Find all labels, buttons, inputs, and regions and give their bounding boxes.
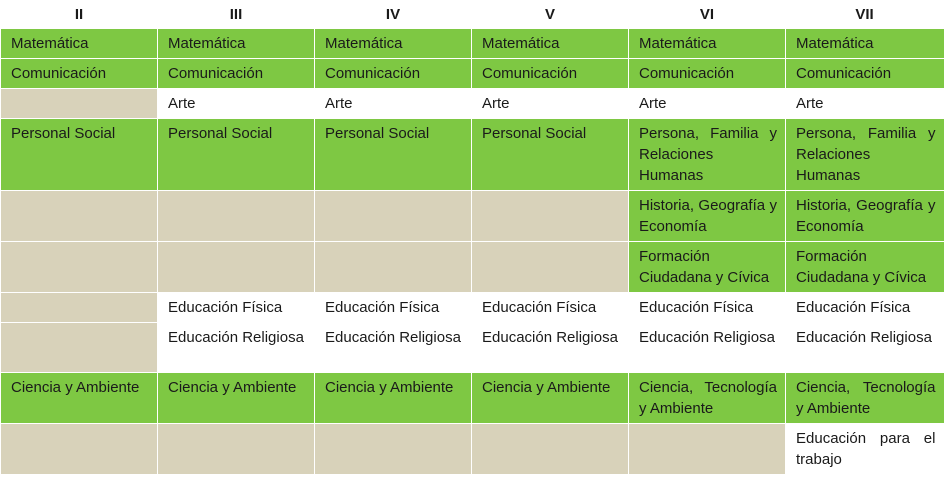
subject-row: Ciencia y Ambiente Ciencia y Ambiente Ci… bbox=[0, 372, 944, 424]
subject-cell bbox=[0, 241, 158, 293]
grade-header: VII bbox=[785, 0, 944, 29]
subject-row: Educación para el trabajo bbox=[0, 423, 944, 474]
subject-row: Comunicación Comunicación Comunicación C… bbox=[0, 58, 944, 89]
grade-header: II bbox=[0, 0, 158, 29]
subject-cell bbox=[471, 190, 629, 242]
subject-cell: Comunicación bbox=[314, 58, 472, 89]
subject-cell bbox=[0, 190, 158, 242]
grade-header-row: II III IV V VI VII bbox=[0, 0, 944, 29]
subject-cell: Educación Física bbox=[314, 292, 472, 323]
grade-header: IV bbox=[314, 0, 472, 29]
subject-cell bbox=[0, 88, 158, 119]
subject-cell: Educación Religiosa bbox=[157, 322, 315, 373]
subject-cell: Matemática bbox=[785, 28, 944, 59]
subject-cell: Ciencia, Tecnología y Ambiente bbox=[785, 372, 944, 424]
subject-cell: Educación Física bbox=[785, 292, 944, 323]
subject-cell bbox=[0, 423, 158, 474]
subject-cell: Comunicación bbox=[785, 58, 944, 89]
subject-cell: Educación Religiosa bbox=[628, 322, 786, 373]
subject-cell: Arte bbox=[471, 88, 629, 119]
subject-cell: Matemática bbox=[0, 28, 158, 59]
subject-cell: Educación Física bbox=[471, 292, 629, 323]
subject-cell: Persona, Familia y Relaciones Humanas bbox=[628, 118, 786, 191]
subject-cell bbox=[314, 241, 472, 293]
subject-cell: Comunicación bbox=[628, 58, 786, 89]
subject-cell: Arte bbox=[314, 88, 472, 119]
subject-cell: Educación Física bbox=[157, 292, 315, 323]
subject-cell: Matemática bbox=[157, 28, 315, 59]
subject-cell: Educación Religiosa bbox=[785, 322, 944, 373]
subject-row: Personal Social Personal Social Personal… bbox=[0, 118, 944, 191]
subject-cell: Formación Ciudadana y Cívica bbox=[628, 241, 786, 293]
subject-cell: Arte bbox=[785, 88, 944, 119]
subject-cell: Matemática bbox=[471, 28, 629, 59]
subject-cell: Historia, Geografía y Economía bbox=[785, 190, 944, 242]
subject-cell: Comunicación bbox=[471, 58, 629, 89]
subject-cell: Matemática bbox=[628, 28, 786, 59]
subject-row: Historia, Geografía y Economía Historia,… bbox=[0, 190, 944, 242]
subject-cell bbox=[314, 190, 472, 242]
subject-cell: Matemática bbox=[314, 28, 472, 59]
subject-cell: Educación para el trabajo bbox=[785, 423, 944, 474]
subject-row: Arte Arte Arte Arte Arte bbox=[0, 88, 944, 119]
curriculum-table: II III IV V VI VII Matemática Matemática… bbox=[0, 0, 944, 474]
subject-cell: Ciencia y Ambiente bbox=[0, 372, 158, 424]
subject-cell: Personal Social bbox=[471, 118, 629, 191]
subject-cell: Ciencia, Tecnología y Ambiente bbox=[628, 372, 786, 424]
subject-cell: Ciencia y Ambiente bbox=[157, 372, 315, 424]
subject-cell: Ciencia y Ambiente bbox=[314, 372, 472, 424]
subject-cell bbox=[157, 423, 315, 474]
subject-cell: Persona, Familia y Relaciones Humanas bbox=[785, 118, 944, 191]
subject-cell bbox=[157, 241, 315, 293]
subject-cell: Historia, Geografía y Economía bbox=[628, 190, 786, 242]
subject-cell: Comunicación bbox=[157, 58, 315, 89]
subject-cell: Personal Social bbox=[314, 118, 472, 191]
grade-header: V bbox=[471, 0, 629, 29]
subject-cell: Arte bbox=[157, 88, 315, 119]
subject-cell: Personal Social bbox=[0, 118, 158, 191]
subject-cell bbox=[0, 292, 158, 323]
subject-cell bbox=[157, 190, 315, 242]
subject-cell bbox=[314, 423, 472, 474]
grade-header: III bbox=[157, 0, 315, 29]
subject-cell: Educación Física bbox=[628, 292, 786, 323]
subject-cell: Comunicación bbox=[0, 58, 158, 89]
subject-cell bbox=[471, 423, 629, 474]
subject-cell bbox=[628, 423, 786, 474]
subject-row: Educación Religiosa Educación Religiosa … bbox=[0, 322, 944, 373]
subject-cell bbox=[471, 241, 629, 293]
subject-cell bbox=[0, 322, 158, 373]
subject-row: Matemática Matemática Matemática Matemát… bbox=[0, 28, 944, 59]
subject-cell: Personal Social bbox=[157, 118, 315, 191]
subject-cell: Ciencia y Ambiente bbox=[471, 372, 629, 424]
subject-row: Educación Física Educación Física Educac… bbox=[0, 292, 944, 323]
subject-cell: Arte bbox=[628, 88, 786, 119]
subject-row: Formación Ciudadana y Cívica Formación C… bbox=[0, 241, 944, 293]
subject-cell: Educación Religiosa bbox=[471, 322, 629, 373]
subject-cell: Educación Religiosa bbox=[314, 322, 472, 373]
subject-cell: Formación Ciudadana y Cívica bbox=[785, 241, 944, 293]
grade-header: VI bbox=[628, 0, 786, 29]
